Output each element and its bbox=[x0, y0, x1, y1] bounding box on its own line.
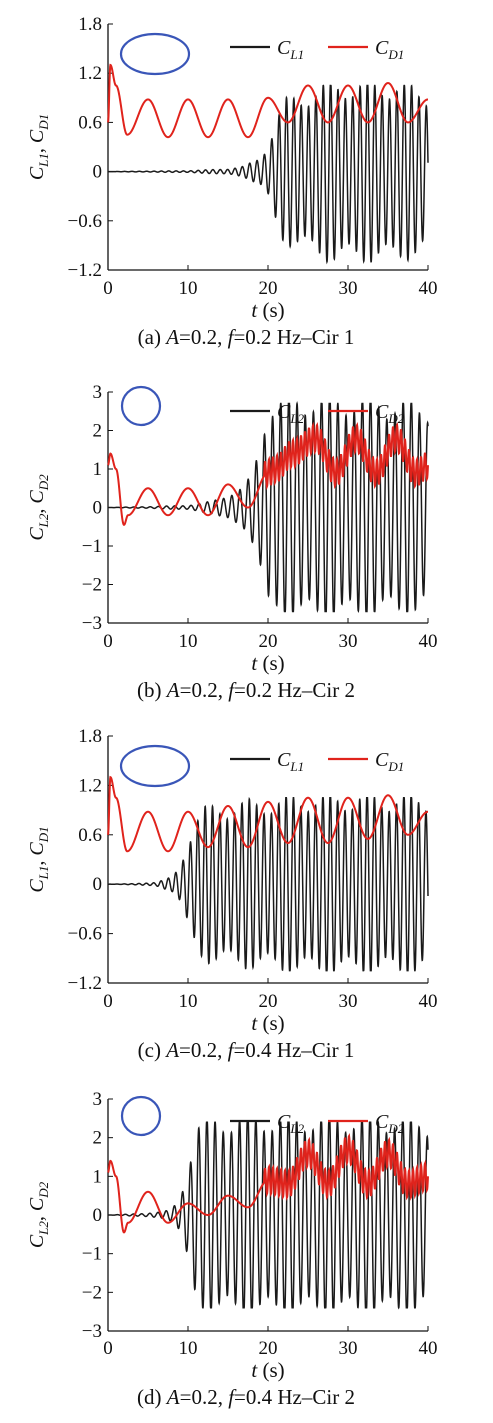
series-line-lift bbox=[108, 1120, 429, 1310]
legend-label-lift: CL1 bbox=[277, 749, 304, 774]
legend-label-drag: CD1 bbox=[375, 749, 404, 774]
series-line-drag bbox=[107, 63, 429, 139]
x-tick-label: 30 bbox=[339, 991, 358, 1012]
legend-label-lift-sub: L2 bbox=[289, 411, 304, 426]
legend-label-lift-sub: L1 bbox=[289, 759, 304, 774]
y-tick-label: 1.2 bbox=[78, 775, 102, 796]
x-tick-label: 20 bbox=[259, 991, 278, 1012]
y-axis-label: CL2, CD2 bbox=[26, 474, 51, 541]
panel-caption: (a) A=0.2, f=0.2 Hz–Cir 1 bbox=[138, 325, 355, 349]
y-axis-label: CL1, CD1 bbox=[26, 114, 51, 180]
y-axis-label: CL2, CD2 bbox=[26, 1181, 51, 1248]
series-line-drag bbox=[107, 421, 429, 526]
x-tick-label: 10 bbox=[179, 278, 198, 299]
x-tick-label: 40 bbox=[419, 1338, 438, 1359]
y-tick-label: −3 bbox=[82, 613, 102, 634]
y-tick-label: 0.6 bbox=[78, 112, 102, 133]
x-tick-label: 40 bbox=[419, 991, 438, 1012]
y-tick-label: 0 bbox=[93, 162, 103, 183]
x-tick-label: 10 bbox=[179, 631, 198, 652]
x-axis-label: t (s) bbox=[251, 1358, 284, 1382]
legend-label-drag-sub: D2 bbox=[387, 1121, 404, 1136]
x-tick-label: 0 bbox=[103, 991, 113, 1012]
panel-caption: (b) A=0.2, f=0.2 Hz–Cir 2 bbox=[137, 678, 355, 702]
chart-panel-c: −1.2 −0.6 0 0.6 1.2 1.8 0 10 20 30 40 CL1 CD1 CL1, CD… bbox=[26, 726, 438, 1062]
x-tick-label: 30 bbox=[339, 1338, 358, 1359]
x-axis-label: t (s) bbox=[251, 1011, 284, 1035]
x-tick-label: 10 bbox=[179, 991, 198, 1012]
cylinder-shape-icon bbox=[120, 385, 162, 427]
x-tick-label: 40 bbox=[419, 631, 438, 652]
chart-panel-a: −1.2 −0.6 0 0.6 1.2 1.8 0 10 20 30 40 CL1 CD1 CL1, CD… bbox=[26, 14, 438, 349]
series-line-drag bbox=[107, 775, 429, 853]
y-tick-label: 2 bbox=[93, 421, 103, 442]
y-tick-label: −1.2 bbox=[68, 973, 102, 994]
legend-label-lift: CL2 bbox=[277, 401, 305, 426]
panel-caption: (c) A=0.2, f=0.4 Hz–Cir 1 bbox=[138, 1038, 355, 1062]
y-tick-label: −1.2 bbox=[68, 260, 102, 281]
y-tick-label: 0.6 bbox=[78, 825, 102, 846]
legend-label-lift: CL1 bbox=[277, 37, 304, 62]
legend-label-drag: CD2 bbox=[375, 1111, 405, 1136]
y-tick-label: −0.6 bbox=[68, 211, 102, 232]
y-axis-label: CL1, CD1 bbox=[26, 826, 51, 892]
y-tick-label: 0 bbox=[93, 498, 103, 519]
x-tick-label: 20 bbox=[259, 1338, 278, 1359]
y-tick-label: −1 bbox=[82, 1244, 102, 1265]
x-tick-label: 20 bbox=[259, 631, 278, 652]
x-tick-label: 0 bbox=[103, 278, 113, 299]
y-tick-label: 3 bbox=[93, 1089, 103, 1110]
x-axis-label: t (s) bbox=[251, 298, 284, 322]
y-tick-label: 1 bbox=[93, 1166, 103, 1187]
y-tick-label: 1.8 bbox=[78, 726, 102, 747]
legend-label-lift-sub: L1 bbox=[289, 47, 304, 62]
x-tick-label: 30 bbox=[339, 631, 358, 652]
y-tick-label: −2 bbox=[82, 575, 102, 596]
y-tick-label: 1 bbox=[93, 459, 103, 480]
x-tick-label: 30 bbox=[339, 278, 358, 299]
legend-label-drag-sub: D1 bbox=[387, 47, 404, 62]
y-tick-label: 3 bbox=[93, 382, 103, 403]
x-tick-label: 20 bbox=[259, 278, 278, 299]
series-line-lift bbox=[108, 796, 429, 972]
y-tick-label: 0 bbox=[93, 1205, 103, 1226]
y-tick-label: 1.2 bbox=[78, 63, 102, 84]
y-tick-label: −3 bbox=[82, 1321, 102, 1342]
legend: CL2 CD2 bbox=[230, 401, 405, 426]
y-tick-label: 1.8 bbox=[78, 14, 102, 35]
series-line-lift bbox=[108, 84, 429, 265]
x-tick-label: 0 bbox=[103, 1338, 113, 1359]
cylinder-shape-icon bbox=[119, 32, 191, 76]
y-tick-label: −1 bbox=[82, 536, 102, 557]
cylinder-shape-icon bbox=[119, 744, 191, 788]
legend-label-lift: CL2 bbox=[277, 1111, 305, 1136]
x-tick-label: 10 bbox=[179, 1338, 198, 1359]
legend-label-drag: CD2 bbox=[375, 401, 405, 426]
y-tick-label: −0.6 bbox=[68, 924, 102, 945]
x-tick-label: 40 bbox=[419, 278, 438, 299]
legend: CL1 CD1 bbox=[230, 37, 404, 62]
cylinder-shape-icon bbox=[120, 1095, 162, 1137]
panel-caption: (d) A=0.2, f=0.4 Hz–Cir 2 bbox=[137, 1385, 355, 1409]
y-tick-label: 0 bbox=[93, 874, 103, 895]
legend-label-drag-sub: D1 bbox=[387, 759, 404, 774]
y-tick-label: 2 bbox=[93, 1128, 103, 1149]
series-line-lift bbox=[108, 400, 429, 613]
legend-label-lift-sub: L2 bbox=[289, 1121, 304, 1136]
x-tick-label: 0 bbox=[103, 631, 113, 652]
series-line-drag bbox=[107, 1132, 429, 1234]
y-tick-label: −2 bbox=[82, 1282, 102, 1303]
legend-label-drag-sub: D2 bbox=[387, 411, 404, 426]
legend-label-drag: CD1 bbox=[375, 37, 404, 62]
x-axis-label: t (s) bbox=[251, 651, 284, 675]
legend: CL1 CD1 bbox=[230, 749, 404, 774]
